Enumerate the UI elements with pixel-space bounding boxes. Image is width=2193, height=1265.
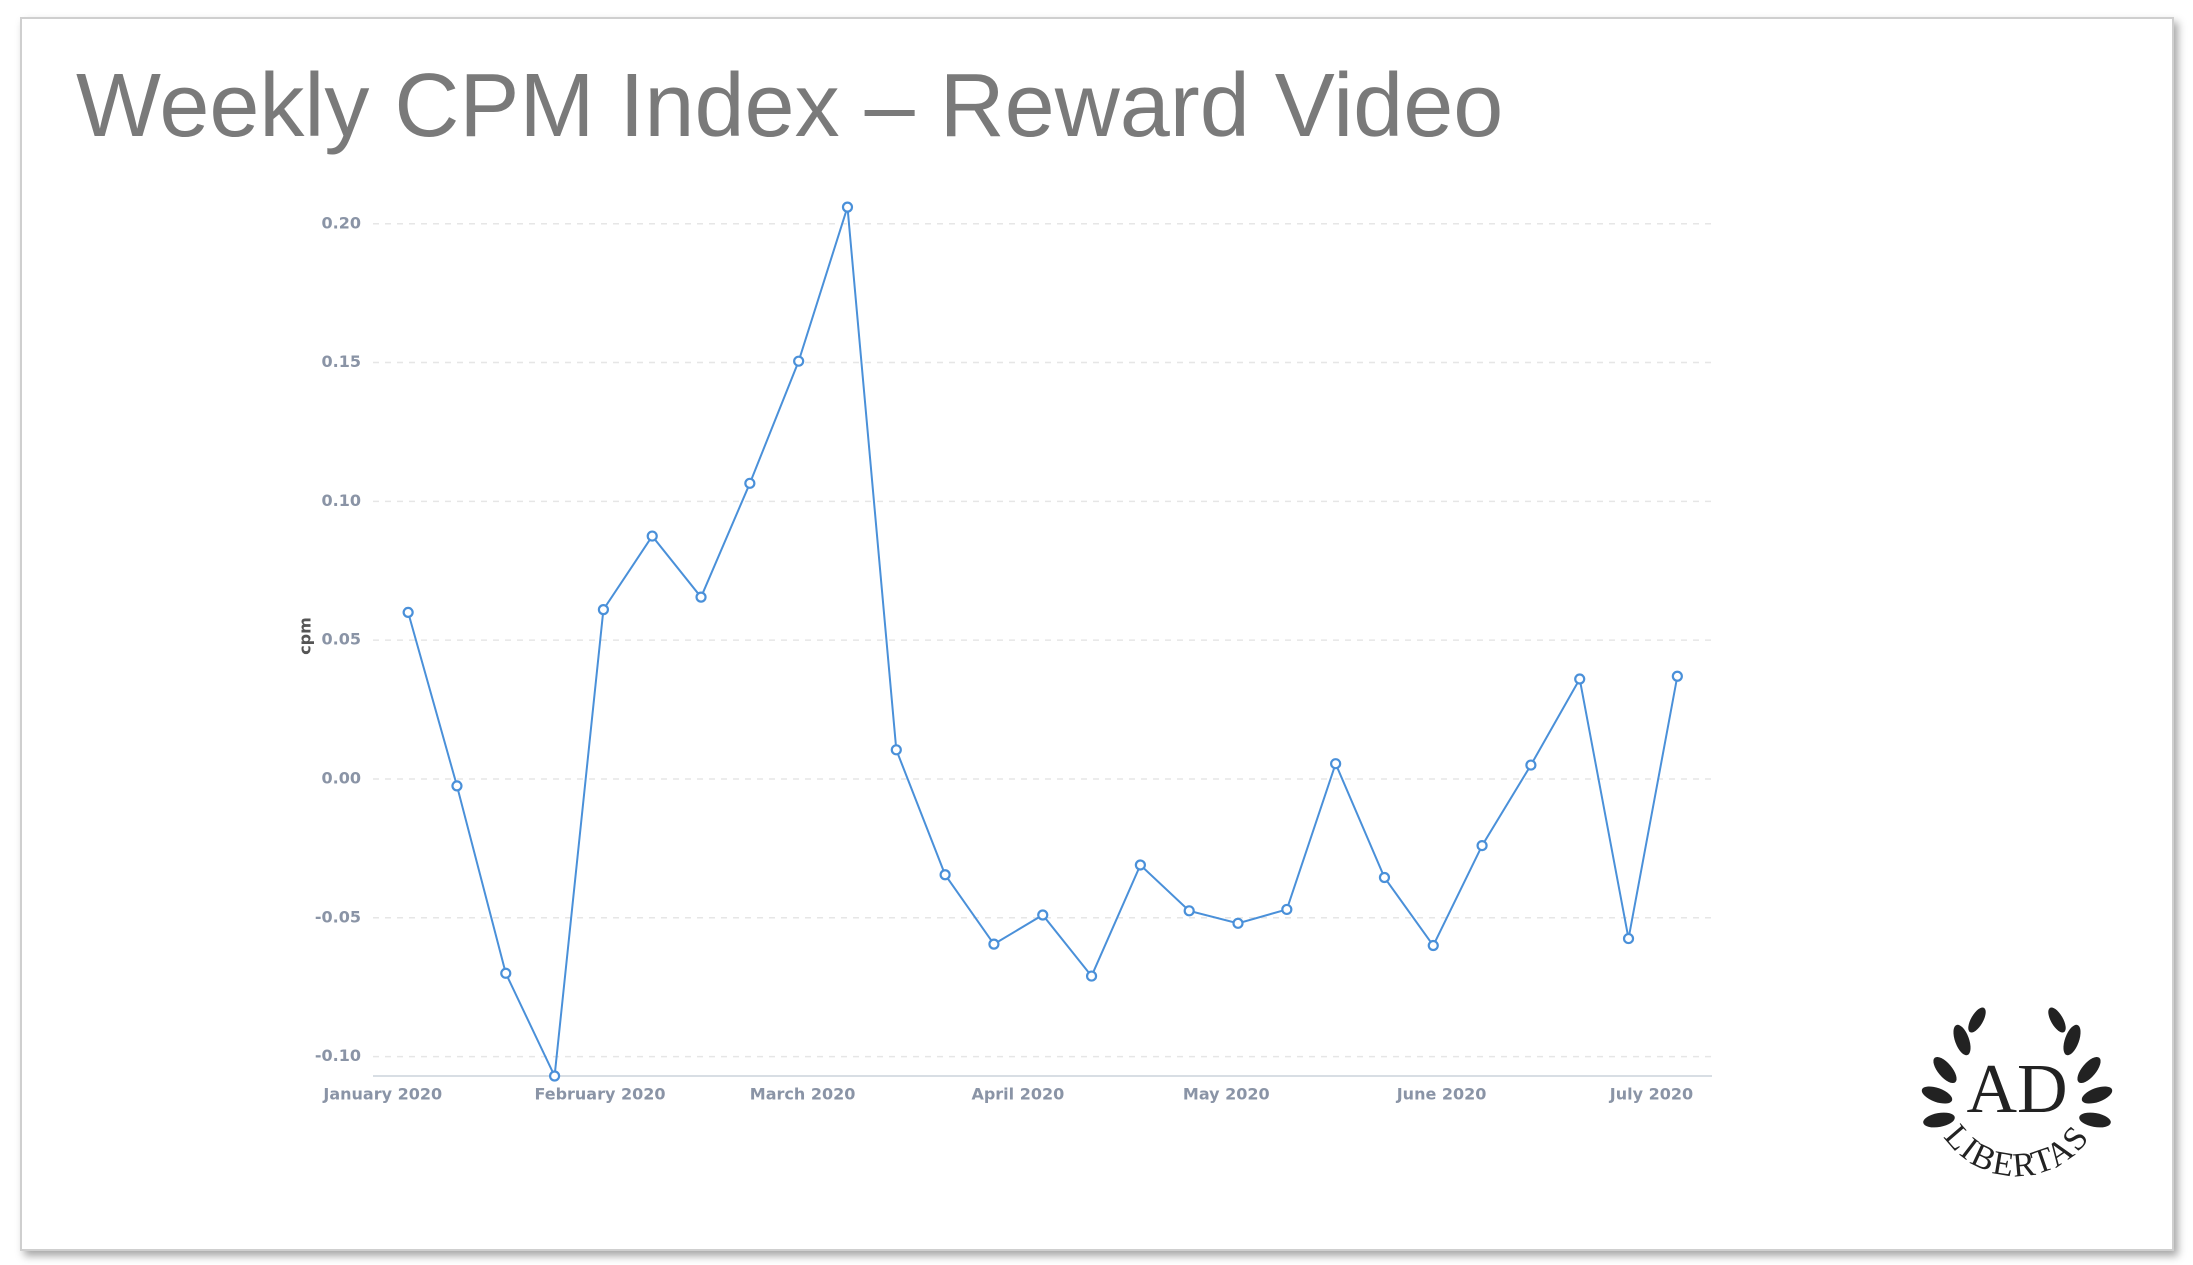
y-tick-label: -0.10 [315, 1046, 361, 1065]
point [500, 967, 512, 979]
point [1330, 758, 1342, 770]
point [597, 604, 610, 616]
y-tick-label: -0.05 [315, 907, 361, 926]
slide [20, 17, 2174, 1251]
point [1525, 759, 1537, 771]
chart-title: Weekly CPM Index – Reward Video [76, 56, 1503, 156]
logo: AD LIBERTAS [1921, 1007, 2113, 1185]
point [402, 606, 414, 619]
line [407, 206, 1679, 1080]
x-tick-label: July 2020 [1609, 1085, 1693, 1104]
point [1183, 905, 1195, 917]
point [939, 869, 951, 881]
laurel [1921, 1007, 2113, 1128]
y-tick-label: 0.00 [322, 768, 361, 787]
y-tick-label: 0.15 [322, 352, 361, 371]
point [793, 355, 805, 367]
x-tick-label: March 2020 [750, 1085, 856, 1104]
point [988, 938, 1000, 950]
point [890, 744, 902, 756]
point [1671, 670, 1683, 682]
y-tick-label: 0.20 [322, 213, 361, 232]
point [1134, 859, 1146, 871]
point [1476, 839, 1488, 852]
y-tick-label: 0.05 [322, 630, 361, 649]
point [1085, 970, 1098, 982]
point [646, 530, 658, 542]
logo-mark: AD [1966, 1051, 2067, 1128]
point [1427, 939, 1439, 952]
point [1232, 917, 1244, 929]
x-tick-label: April 2020 [971, 1085, 1064, 1104]
point [548, 1070, 561, 1082]
point [1378, 871, 1391, 884]
point [841, 201, 854, 213]
point [451, 780, 463, 792]
x-tick-label: January 2020 [322, 1085, 442, 1104]
x-tick-label: June 2020 [1396, 1085, 1487, 1104]
y-axis-label: cpm [296, 617, 315, 655]
point [1622, 932, 1635, 945]
x-tick-label: May 2020 [1183, 1085, 1270, 1104]
x-tick-label: February 2020 [534, 1085, 665, 1104]
y-tick-label: 0.10 [322, 491, 361, 510]
point [695, 591, 707, 603]
point [1574, 673, 1586, 685]
point [744, 477, 756, 489]
point [1037, 909, 1049, 921]
point [1281, 903, 1293, 916]
